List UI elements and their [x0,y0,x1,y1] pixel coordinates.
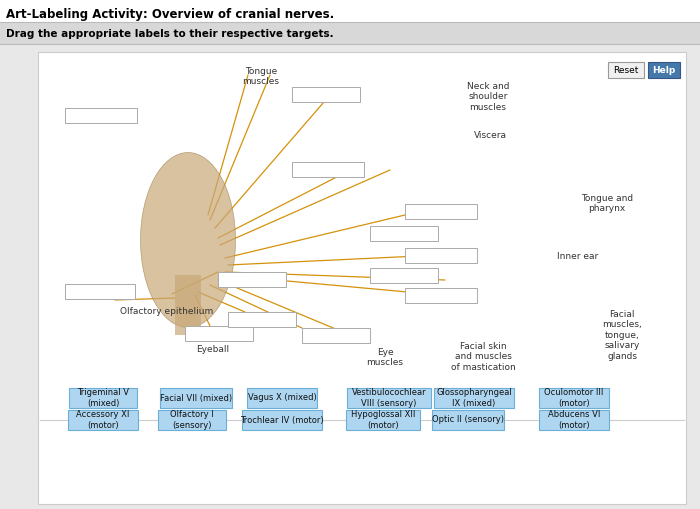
Bar [405,288,477,303]
Text: Eye
muscles: Eye muscles [367,348,403,367]
Text: Vagus X (mixed): Vagus X (mixed) [248,393,316,403]
Bar [0,0,700,22]
Bar [69,388,137,408]
Text: Oculomotor III
(motor): Oculomotor III (motor) [545,388,603,408]
Text: Help: Help [652,66,676,74]
Text: Facial
muscles,
tongue,
salivary
glands: Facial muscles, tongue, salivary glands [602,310,642,360]
Bar [242,410,322,430]
Bar [347,388,431,408]
Text: Facial VII (mixed): Facial VII (mixed) [160,393,232,403]
Text: Viscera: Viscera [473,131,507,140]
Bar [432,410,504,430]
Bar [218,272,286,287]
Bar [292,87,360,102]
Bar [175,275,201,335]
Bar [292,162,364,177]
Text: Neck and
shoulder
muscles: Neck and shoulder muscles [467,82,510,112]
Bar [608,62,644,78]
Bar [648,62,680,78]
Bar [185,326,253,341]
Text: Vestibulocochlear
VIII (sensory): Vestibulocochlear VIII (sensory) [351,388,426,408]
Text: Optic II (sensory): Optic II (sensory) [432,415,504,425]
Bar [370,226,438,241]
Bar [68,410,138,430]
Text: Abducens VI
(motor): Abducens VI (motor) [548,410,600,430]
Text: Glossopharyngeal
IX (mixed): Glossopharyngeal IX (mixed) [436,388,512,408]
Ellipse shape [141,153,235,327]
Text: Drag the appropriate labels to their respective targets.: Drag the appropriate labels to their res… [6,29,334,39]
Bar [539,388,609,408]
Bar [65,284,135,299]
Bar [346,410,420,430]
Text: Trochlear IV (motor): Trochlear IV (motor) [240,415,324,425]
Text: Facial skin
and muscles
of mastication: Facial skin and muscles of mastication [451,342,515,372]
Text: Olfactory epithelium: Olfactory epithelium [120,307,214,316]
Bar [65,108,137,123]
Bar [160,388,232,408]
Bar [405,204,477,219]
Bar [228,312,296,327]
Bar [539,410,609,430]
Bar [434,388,514,408]
Text: Accessory XI
(motor): Accessory XI (motor) [76,410,130,430]
Text: Tongue and
pharynx: Tongue and pharynx [581,194,633,213]
Text: Tongue
muscles: Tongue muscles [242,67,279,87]
Text: Trigeminal V
(mixed): Trigeminal V (mixed) [77,388,129,408]
Bar [370,268,438,283]
Bar [302,328,370,343]
Bar [247,388,317,408]
Text: Olfactory I
(sensory): Olfactory I (sensory) [170,410,214,430]
Bar [405,248,477,263]
Text: Eyeball: Eyeball [197,345,230,354]
Bar [38,52,686,504]
Bar [0,22,700,44]
Bar [158,410,226,430]
Text: Hypoglossal XII
(motor): Hypoglossal XII (motor) [351,410,415,430]
Text: Art-Labeling Activity: Overview of cranial nerves.: Art-Labeling Activity: Overview of crani… [6,8,335,20]
Text: Reset: Reset [613,66,638,74]
Text: Inner ear: Inner ear [557,252,598,261]
